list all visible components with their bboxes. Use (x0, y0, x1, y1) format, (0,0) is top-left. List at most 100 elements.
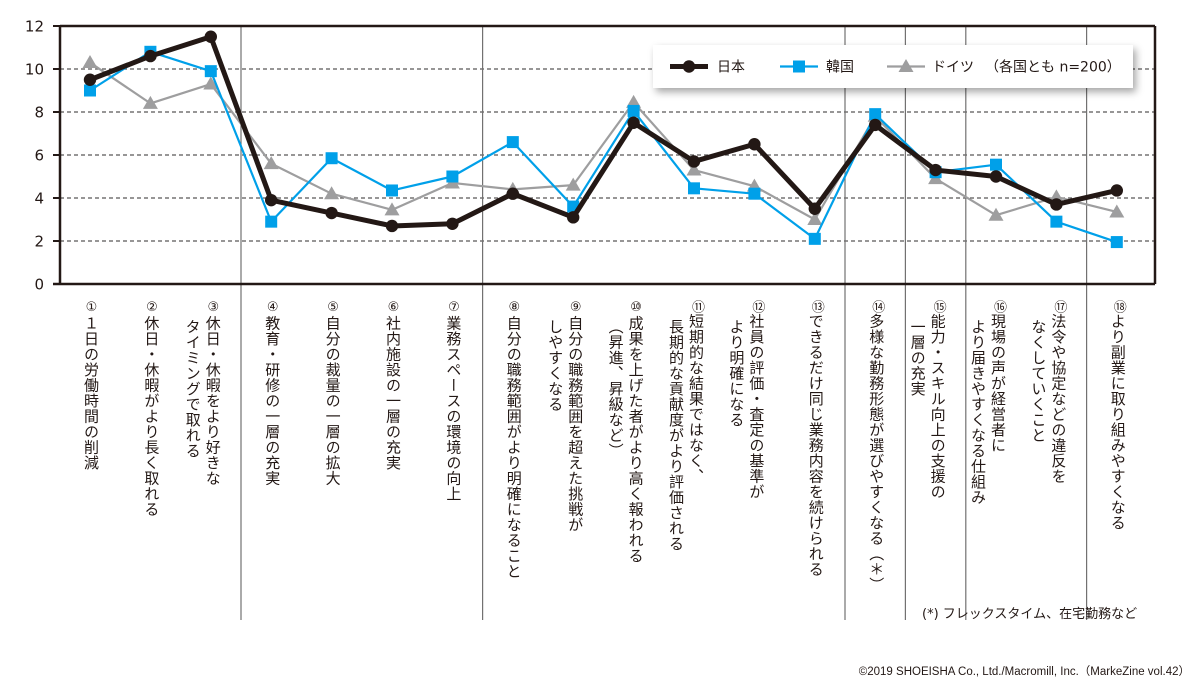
category-number: ④ (265, 300, 281, 316)
x-tick-label-line: ⑱より副業に取り組みやすくなる (1108, 300, 1127, 531)
category-number: ⑰ (1051, 300, 1067, 314)
category-number: ⑪ (689, 300, 704, 314)
data-point (807, 212, 823, 225)
category-number: ⑥ (386, 300, 401, 316)
data-point (567, 211, 580, 224)
legend-label: ドイツ (932, 60, 974, 76)
x-tick-label: ⑪短期的な結果ではなく、 長期的な貢献度がより評価される (666, 300, 706, 552)
x-tick-label-line: ⑫社員の評価・査定の基準が (747, 300, 766, 500)
data-point (142, 95, 158, 109)
data-point (384, 202, 400, 216)
legend-label: 韓国 (826, 60, 854, 76)
x-tick-label-line: ④教育・研修の一層の充実 (263, 300, 282, 486)
x-tick-label-line: ⑯現場の声が経営者に (989, 300, 1007, 453)
x-tick-label: ①１日の労働時間の削減 (81, 300, 101, 471)
x-tick-label: ⑤自分の裁量の一層の拡大 (323, 300, 343, 486)
series-line (89, 61, 1118, 221)
data-point (748, 138, 761, 151)
data-point (265, 193, 278, 207)
data-point (506, 187, 519, 200)
x-tick-label: ④教育・研修の一層の充実 (262, 300, 282, 486)
x-tick-label-line: ⑧自分の職務範囲がより明確になること (504, 300, 523, 579)
data-point (82, 55, 98, 69)
series-lines (82, 30, 1125, 249)
y-tick-label: 12 (25, 18, 44, 36)
data-point (263, 156, 279, 170)
category-number: ⑫ (749, 300, 765, 314)
data-point (84, 84, 96, 97)
y-tick-label: 6 (34, 147, 44, 165)
y-tick-label: 10 (25, 61, 44, 79)
x-tick-label-line: ③休日・休暇をより好きな (203, 300, 222, 486)
data-point (144, 49, 157, 63)
legend-marker-square (793, 60, 805, 73)
x-tick-label: ②休日・休暇がより長く取れる (141, 300, 161, 517)
data-point (748, 187, 761, 200)
data-point (204, 65, 217, 78)
x-tick-label-line: ⑰法令や協定などの違反を (1049, 300, 1068, 484)
category-number: ⑱ (1110, 300, 1126, 314)
category-number: ⑨ (568, 300, 584, 316)
x-tick-label: ⑧自分の職務範囲がより明確になること (504, 300, 524, 579)
y-tick-label: 2 (34, 233, 44, 251)
x-tick-label: ⑦業務スペースの環境の向上 (443, 300, 463, 502)
data-point (1109, 204, 1125, 218)
data-point (204, 30, 217, 43)
data-point (808, 232, 821, 245)
data-point (446, 170, 459, 183)
data-point (565, 177, 581, 191)
x-tick-label-line: より届きやすくなる仕組み (969, 319, 987, 505)
data-point (989, 170, 1003, 183)
legend-item: 韓国 (780, 60, 854, 76)
x-tick-label: ⑫社員の評価・査定の基準が より明確になる (726, 300, 766, 500)
x-tick-label-line: ⑤自分の裁量の一層の拡大 (323, 300, 342, 486)
data-point (869, 118, 882, 132)
copyright: ©2019 SHOEISHA Co., Ltd./Macromill, Inc.… (858, 666, 1190, 678)
category-number: ⑬ (808, 300, 824, 314)
data-point (988, 207, 1004, 221)
data-point (929, 163, 942, 177)
data-point (688, 182, 700, 195)
category-number: ⑦ (446, 300, 462, 316)
x-tick-label-line: ⑥社内施設の一層の充実 (384, 300, 402, 471)
x-tick-label: ⑭多様な勤務形態が選びやすくなる（＊） (866, 300, 886, 593)
x-tick-label-line: なくしていくこと (1029, 319, 1048, 443)
data-point (265, 215, 278, 228)
legend-marker-triangle (898, 59, 914, 72)
data-point (686, 162, 702, 176)
data-point (1050, 198, 1063, 211)
x-tick-label: ⑯現場の声が経営者に より届きやすくなる仕組み (968, 300, 1008, 505)
data-point (869, 108, 882, 121)
category-number: ⑮ (930, 300, 946, 314)
legend-item: 日本 (670, 60, 745, 76)
data-point (83, 73, 97, 86)
data-point (1050, 215, 1063, 228)
data-point (687, 155, 701, 168)
data-point (1110, 236, 1123, 249)
category-number: ⑩ (628, 300, 644, 316)
category-number: ⑧ (506, 300, 522, 316)
x-tick-label-line: より明確になる (727, 319, 746, 428)
data-point (386, 184, 398, 197)
category-number: ⑯ (991, 300, 1006, 314)
x-tick-label-line: ②休日・休暇がより長く取れる (142, 300, 161, 517)
category-number: ① (84, 300, 99, 316)
series-circle (83, 30, 1124, 233)
data-point (808, 202, 821, 215)
x-tick-label-line: ⑭多様な勤務形態が選びやすくなる（＊） (867, 300, 886, 593)
x-tick-label: ⑬できるだけ同じ業務内容を続けられる (806, 300, 826, 577)
x-tick-label-line: 長期的な貢献度がより評価される (667, 319, 685, 552)
category-number: ⑭ (869, 300, 885, 314)
x-tick-label: ⑨自分の職務範囲を超えた挑戦が しやすくなる (545, 300, 585, 533)
x-tick-label-line: ①１日の労働時間の削減 (82, 300, 100, 471)
series-line (89, 34, 1118, 229)
legend-label: 日本 (717, 60, 745, 76)
data-point (627, 104, 640, 117)
legend-item: ドイツ (887, 59, 974, 76)
data-point (1048, 189, 1064, 203)
x-tick-label-line: ⑮能力・スキル向上の支援の (928, 300, 947, 500)
data-point (325, 152, 338, 165)
category-number: ② (144, 300, 160, 316)
x-tick-label: ⑱より副業に取り組みやすくなる (1108, 300, 1128, 531)
legend-marker-circle (682, 60, 696, 73)
